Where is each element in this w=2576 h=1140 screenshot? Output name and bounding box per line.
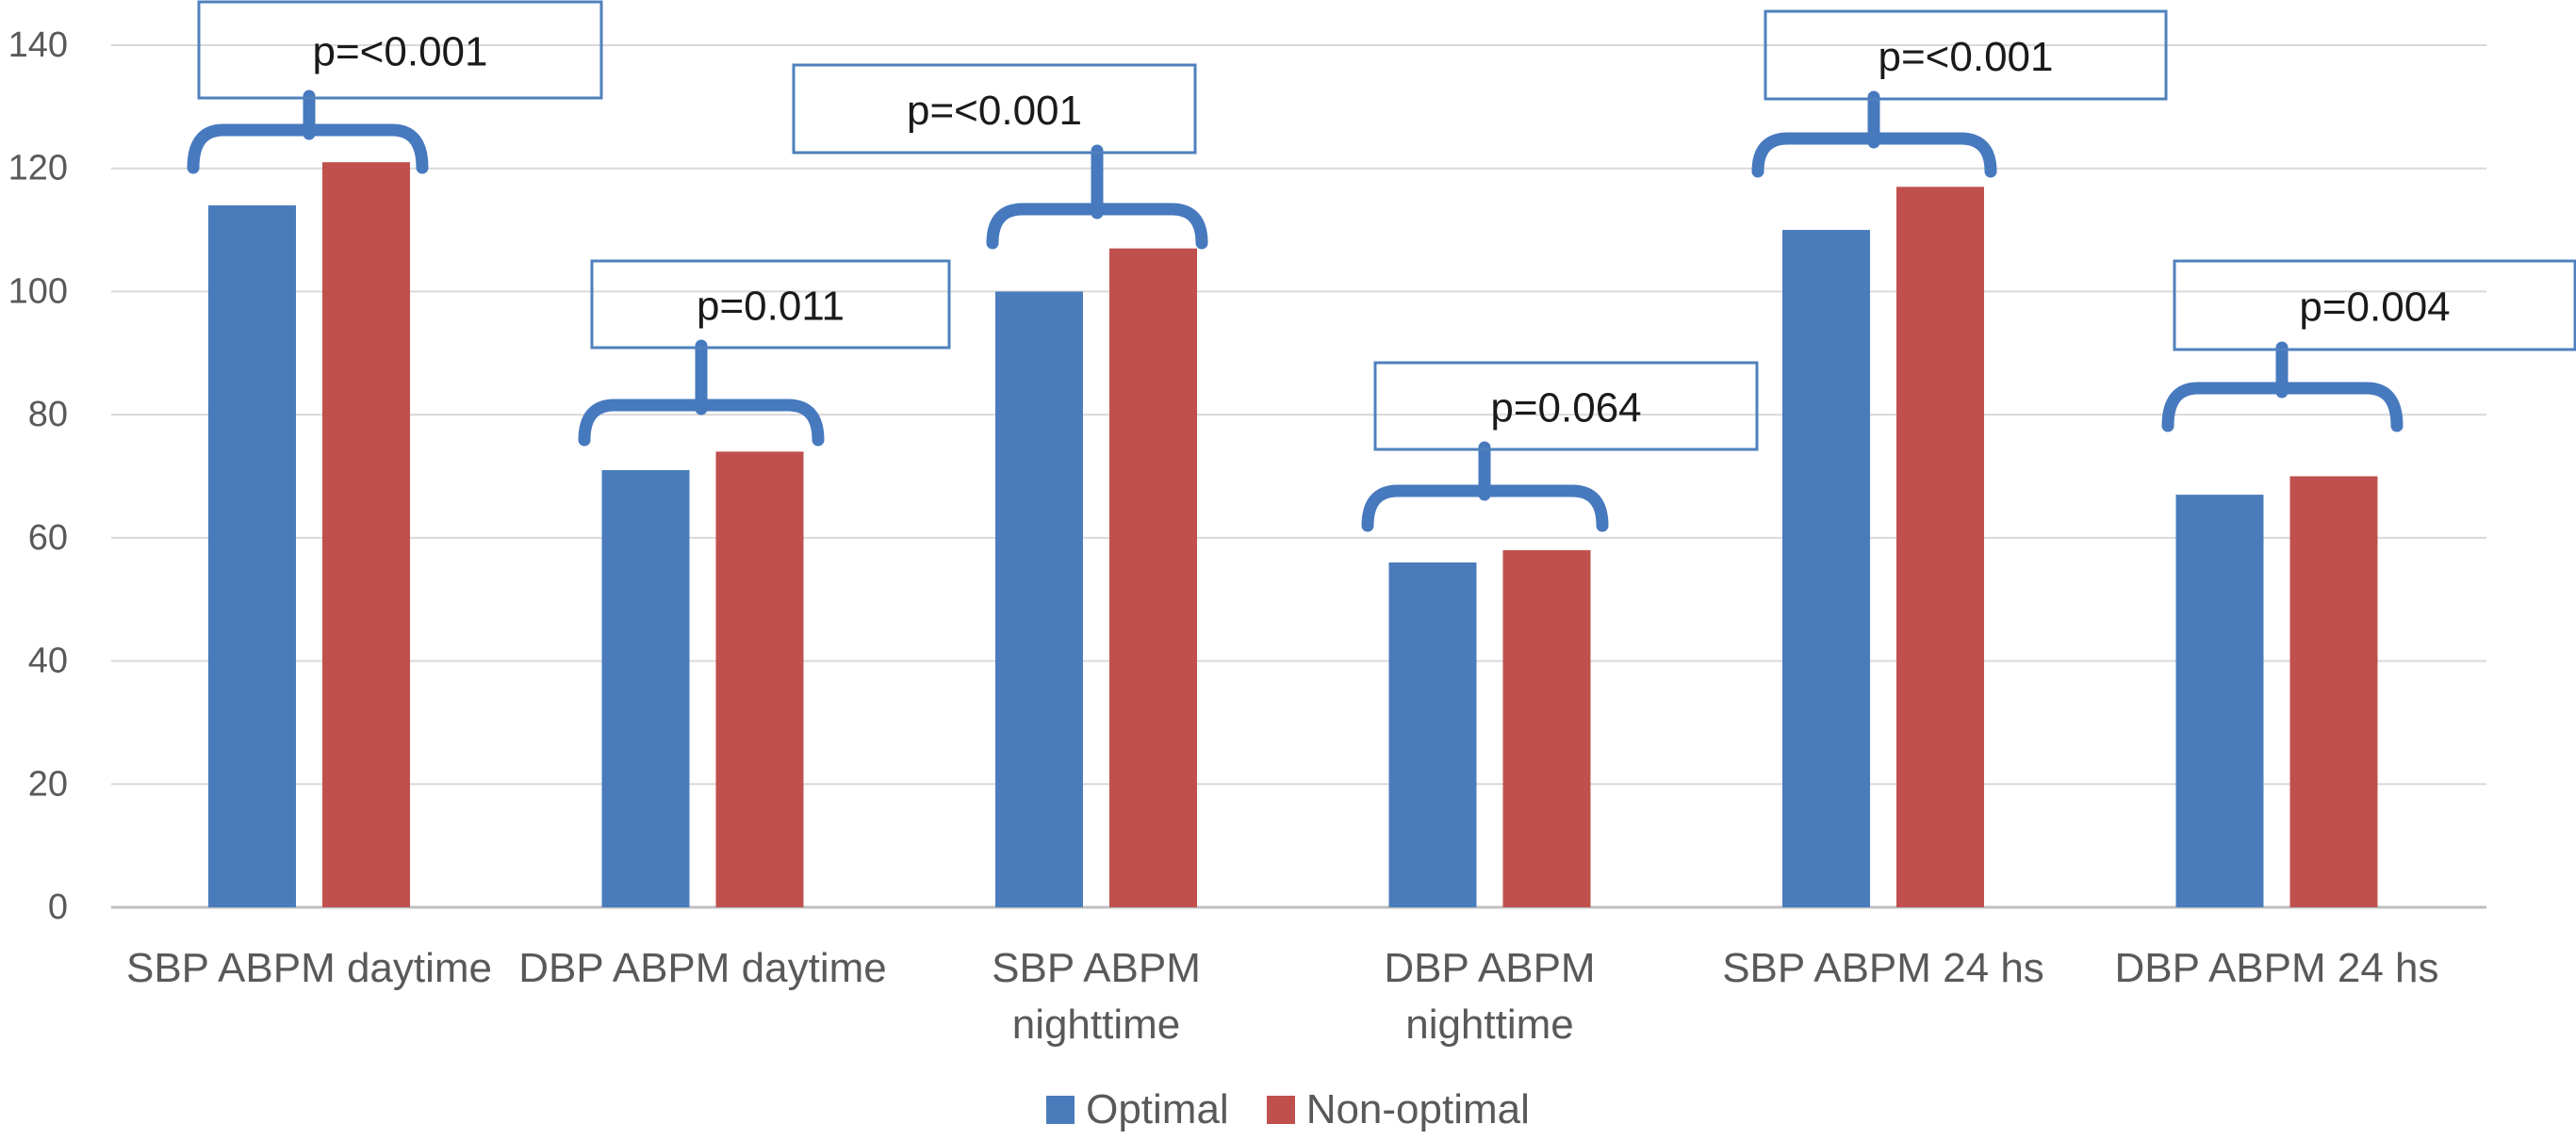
p-value-box — [792, 63, 1197, 155]
p-value-box — [2173, 259, 2576, 351]
p-value-box — [1373, 361, 1759, 451]
x-axis-category-label: DBP ABPM 24 hs — [2114, 945, 2439, 991]
x-axis-category-label: SBP ABPM 24 hs — [1722, 945, 2044, 991]
y-axis-tick-label: 80 — [28, 395, 68, 434]
bar-optimal-dbp-abpm-nighttime — [1388, 562, 1477, 907]
y-axis-tick-label: 0 — [48, 888, 68, 927]
y-axis-tick-label: 20 — [28, 764, 68, 804]
bar-non-optimal-sbp-abpm-nighttime — [1109, 248, 1197, 907]
p-value-label: p=<0.001 — [313, 29, 488, 75]
legend-swatch-optimal-icon — [1046, 1096, 1075, 1124]
bar-non-optimal-sbp-abpm-daytime — [322, 162, 410, 907]
y-axis-tick-label: 60 — [28, 518, 68, 558]
bar-non-optimal-dbp-abpm-24-hs — [2289, 476, 2378, 907]
bar-non-optimal-dbp-abpm-nighttime — [1502, 549, 1591, 907]
legend-label-optimal: Optimal — [1086, 1086, 1229, 1132]
p-value-box — [197, 0, 603, 100]
p-value-label: p=<0.001 — [1879, 34, 2054, 80]
x-axis-category-label: DBP ABPM daytime — [518, 945, 887, 991]
x-axis-category-label: DBP ABPM nighttime — [1384, 945, 1596, 1048]
bar-non-optimal-dbp-abpm-daytime — [715, 451, 804, 907]
y-axis-tick-label: 120 — [8, 149, 68, 188]
p-value-label: p=<0.001 — [907, 88, 1082, 134]
p-value-box — [590, 259, 951, 350]
chart-legend: Optimal Non-optimal — [0, 1089, 2576, 1131]
x-axis-category-label: SBP ABPM nighttime — [992, 945, 1201, 1048]
legend-item-optimal: Optimal — [1046, 1089, 1229, 1131]
bar-optimal-sbp-abpm-24-hs — [1782, 230, 1870, 907]
legend-item-non-optimal: Non-optimal — [1266, 1086, 1530, 1132]
legend-swatch-non-optimal-icon — [1266, 1096, 1295, 1124]
y-axis-tick-label: 40 — [28, 642, 68, 681]
p-value-label: p=0.011 — [697, 284, 845, 330]
y-axis-tick-label: 100 — [8, 271, 68, 311]
bar-optimal-sbp-abpm-daytime — [208, 204, 296, 908]
bar-optimal-sbp-abpm-nighttime — [995, 291, 1083, 907]
x-axis-category-label: SBP ABPM daytime — [125, 945, 493, 991]
p-value-box — [1764, 9, 2168, 101]
legend-label-non-optimal: Non-optimal — [1305, 1086, 1530, 1132]
p-value-label: p=0.004 — [2299, 285, 2450, 331]
y-axis-tick-label: 140 — [8, 25, 68, 65]
bar-optimal-dbp-abpm-24-hs — [2175, 495, 2264, 907]
p-value-label: p=0.064 — [1490, 385, 1641, 432]
bar-optimal-dbp-abpm-daytime — [601, 469, 690, 907]
bar-non-optimal-sbp-abpm-24-hs — [1896, 187, 1984, 907]
